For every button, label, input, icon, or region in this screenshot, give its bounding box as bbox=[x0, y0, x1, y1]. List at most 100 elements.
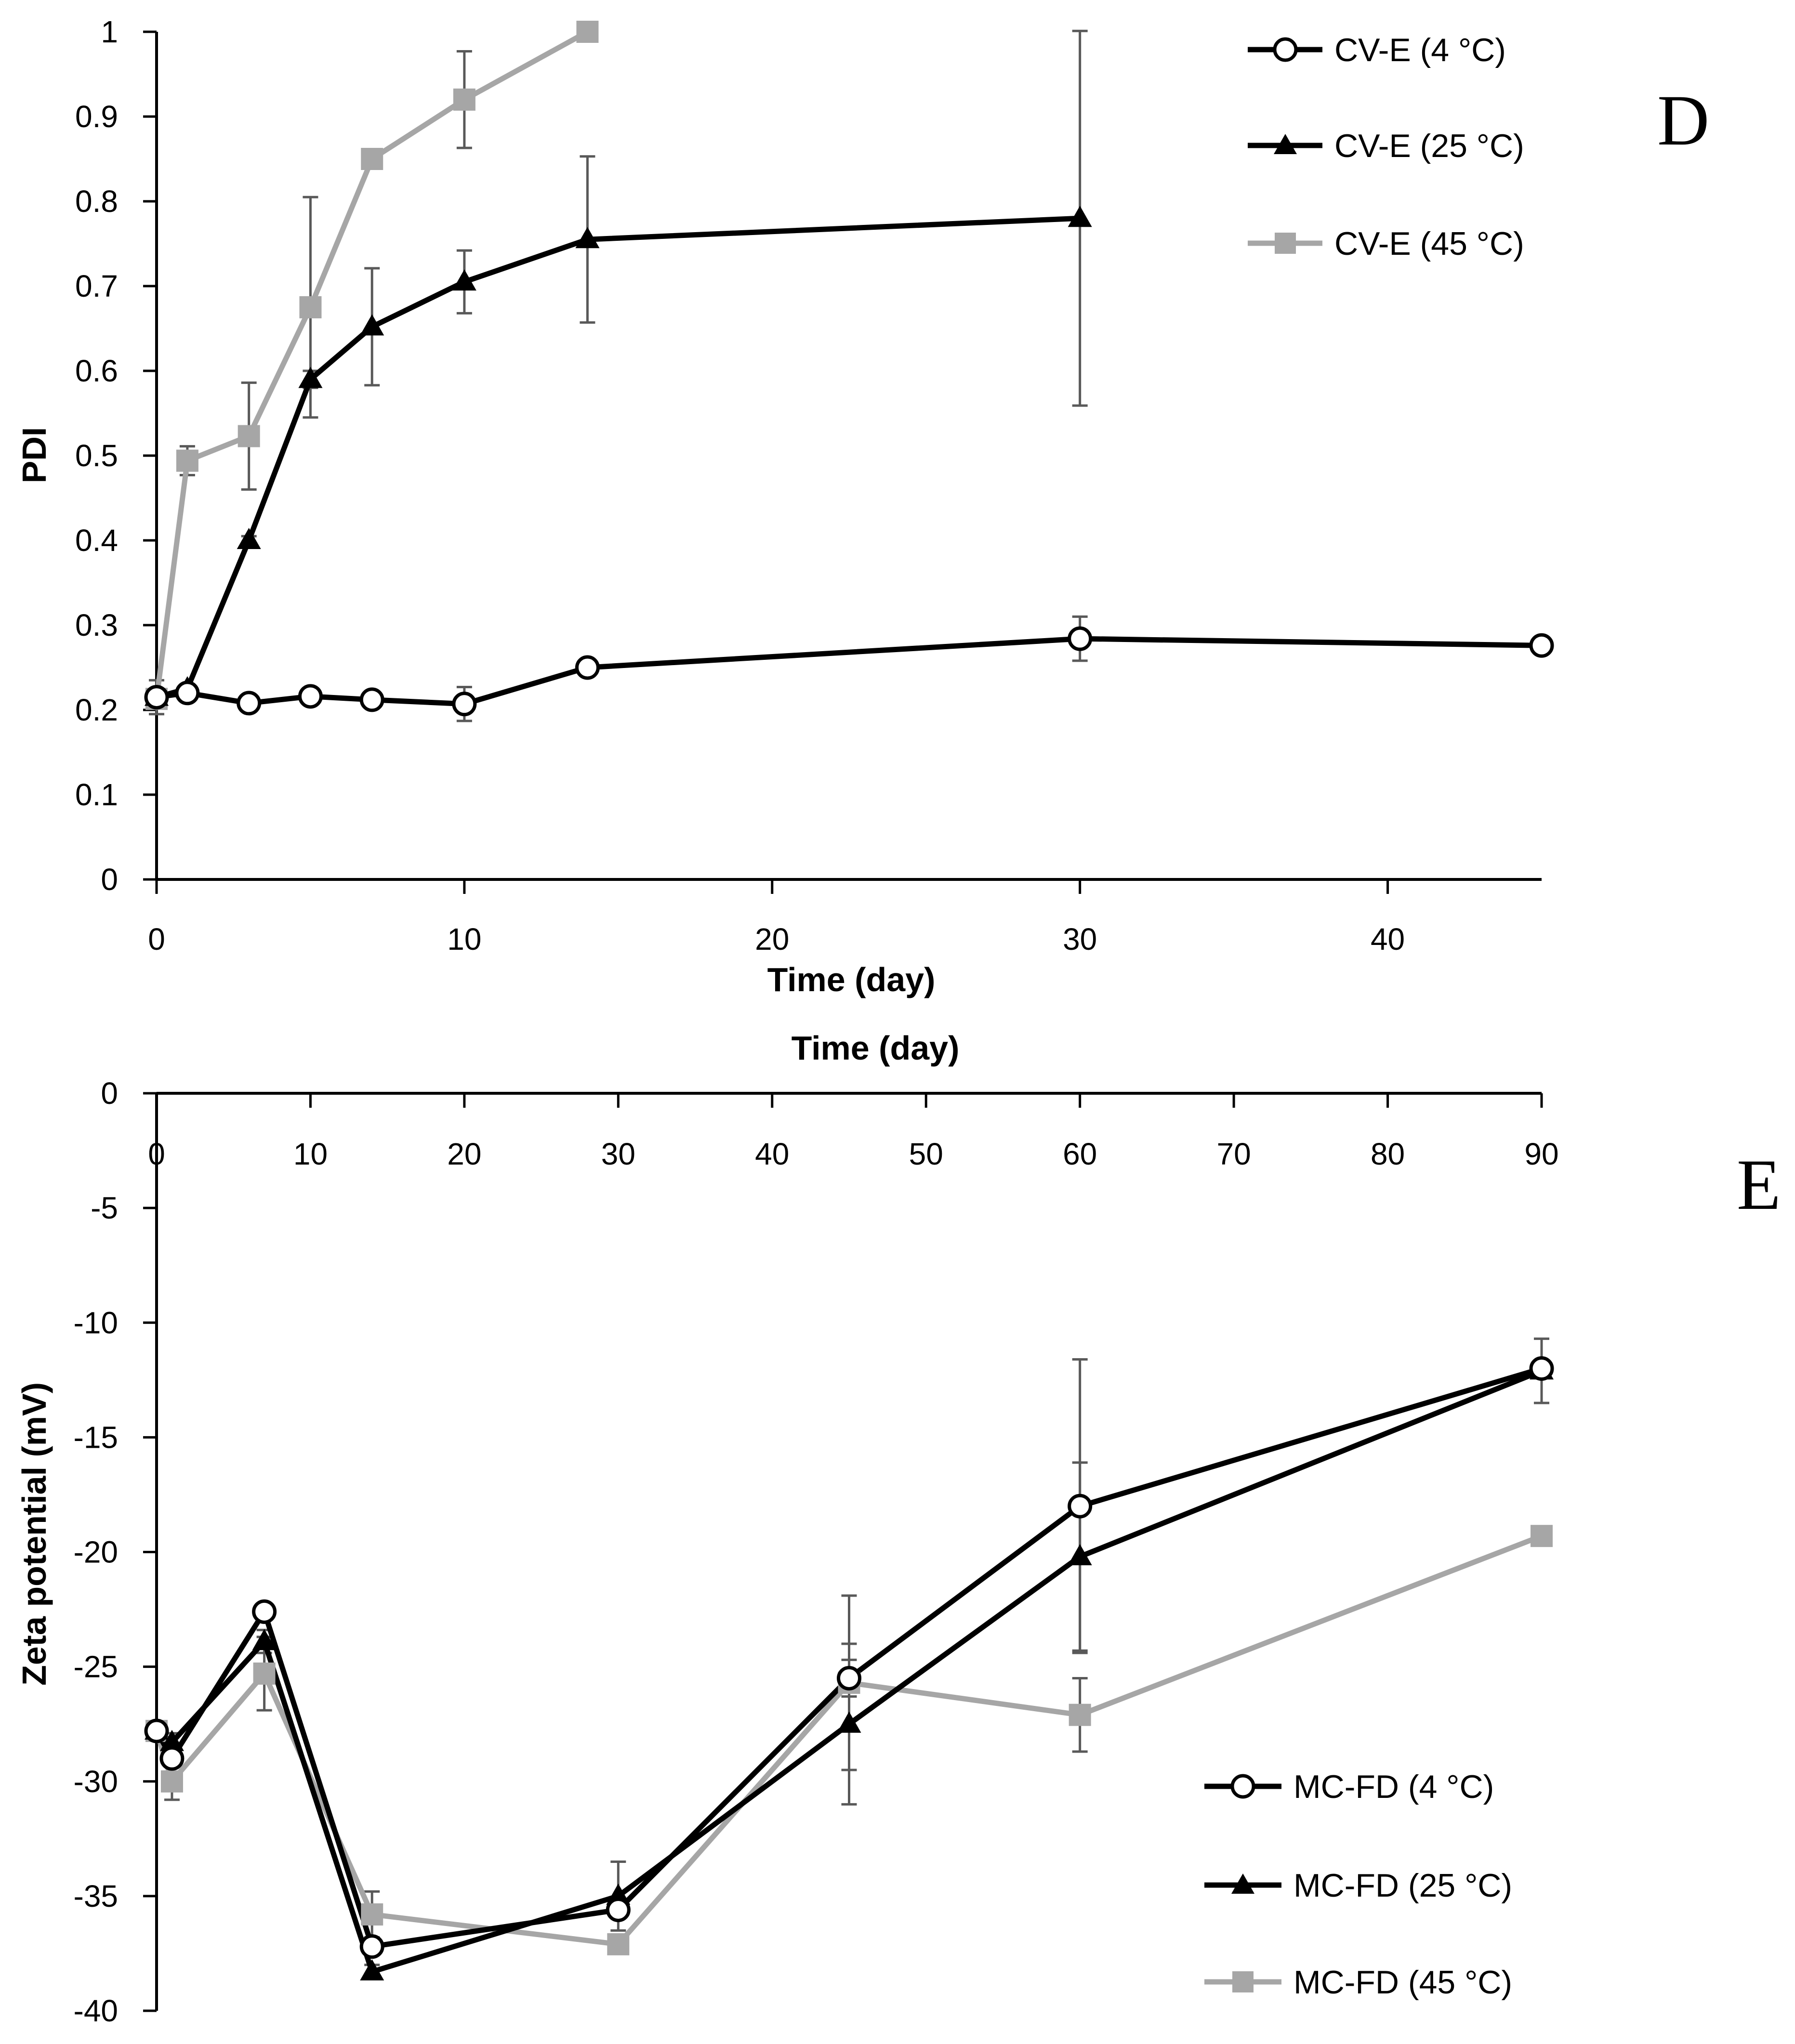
e-y-tick-label: -15 bbox=[74, 1420, 119, 1454]
d-y-axis-title: PDI bbox=[15, 427, 53, 484]
d-data-point bbox=[575, 655, 600, 680]
d-y-tick-label: 0.4 bbox=[75, 523, 118, 558]
d-legend-entry-25c: CV-E (25 °C) bbox=[1248, 128, 1524, 164]
d-legend-label: CV-E (45 °C) bbox=[1334, 225, 1524, 262]
e-legend-marker-circle bbox=[1230, 1774, 1255, 1799]
e-x-tick-label: 30 bbox=[601, 1137, 635, 1171]
d-legend-marker-square bbox=[1275, 233, 1296, 254]
d-x-tick-label: 0 bbox=[148, 922, 165, 956]
e-data-point bbox=[1069, 1703, 1091, 1726]
d-x-tick-label: 20 bbox=[755, 922, 789, 956]
e-y-tick-label: -10 bbox=[74, 1305, 119, 1340]
e-data-point bbox=[1529, 1356, 1554, 1381]
e-legend-entry-25c: MC-FD (25 °C) bbox=[1204, 1867, 1512, 1904]
d-legend: CV-E (4 °C) CV-E (25 °C) CV-E (45 °C) bbox=[1248, 32, 1524, 262]
d-y-axis-ticks: 0 0.1 0.2 0.3 0.4 0.5 0.6 0.7 0.8 0.9 1 bbox=[75, 14, 157, 897]
e-legend-label: MC-FD (25 °C) bbox=[1293, 1867, 1512, 1904]
e-legend-marker-square bbox=[1232, 1971, 1254, 1992]
d-x-tick-label: 40 bbox=[1371, 922, 1405, 956]
d-y-tick-label: 0.7 bbox=[75, 269, 118, 303]
e-x-tick-label: 40 bbox=[755, 1137, 789, 1171]
d-data-point bbox=[453, 88, 475, 111]
e-x-tick-label: 90 bbox=[1524, 1137, 1558, 1171]
d-legend-entry-4c: CV-E (4 °C) bbox=[1248, 32, 1506, 68]
e-y-axis-ticks: 0 -5 -10 -15 -20 -25 -30 -35 -40 bbox=[74, 1076, 157, 2028]
e-data-point bbox=[253, 1662, 276, 1685]
e-y-tick-label: -25 bbox=[74, 1650, 119, 1684]
d-y-tick-label: 0.8 bbox=[75, 184, 118, 219]
d-data-point bbox=[175, 681, 200, 706]
e-series-line-0 bbox=[154, 1366, 1543, 1950]
d-data-point bbox=[1068, 626, 1093, 651]
d-y-tick-label: 1 bbox=[101, 14, 118, 49]
d-legend-label: CV-E (4 °C) bbox=[1334, 32, 1506, 68]
e-data-point bbox=[607, 1933, 630, 1955]
e-data-point bbox=[1068, 1494, 1093, 1519]
e-y-tick-label: -30 bbox=[74, 1764, 119, 1799]
e-data-point bbox=[837, 1665, 861, 1690]
d-data-point bbox=[299, 296, 322, 318]
d-series-markers-0 bbox=[144, 626, 1554, 717]
d-x-tick-label: 30 bbox=[1063, 922, 1097, 956]
e-x-tick-label: 60 bbox=[1063, 1137, 1097, 1171]
e-x-tick-label: 20 bbox=[447, 1137, 481, 1171]
d-data-point bbox=[298, 684, 323, 709]
d-data-point bbox=[1529, 633, 1554, 658]
d-y-tick-label: 0.5 bbox=[75, 438, 118, 473]
e-x-axis-title: Time (day) bbox=[792, 1029, 960, 1067]
d-y-tick-label: 0.3 bbox=[75, 608, 118, 642]
d-data-point bbox=[575, 227, 600, 249]
d-legend-marker-triangle bbox=[1274, 134, 1297, 154]
e-data-point bbox=[606, 1897, 631, 1922]
d-data-point bbox=[360, 314, 384, 336]
d-y-tick-label: 0.2 bbox=[75, 693, 118, 727]
e-data-point bbox=[361, 1903, 383, 1926]
e-legend-label: MC-FD (4 °C) bbox=[1293, 1769, 1494, 1805]
e-data-point bbox=[159, 1746, 185, 1771]
d-y-tick-label: 0 bbox=[101, 862, 118, 897]
d-data-point bbox=[298, 367, 323, 388]
d-series-line-1 bbox=[156, 215, 1080, 700]
d-x-axis-ticks: 0 10 20 30 40 bbox=[148, 879, 1405, 956]
d-series-markers-1 bbox=[145, 206, 1092, 706]
d-data-point bbox=[576, 21, 599, 43]
d-data-point bbox=[361, 148, 383, 170]
d-series-group bbox=[144, 21, 1554, 722]
e-legend-entry-45c: MC-FD (45 °C) bbox=[1204, 1964, 1512, 2001]
d-data-point bbox=[238, 425, 260, 447]
e-panel-letter: E bbox=[1737, 1145, 1781, 1225]
e-x-tick-label: 50 bbox=[909, 1137, 943, 1171]
d-y-tick-label: 0.1 bbox=[75, 777, 118, 812]
e-data-point bbox=[159, 1730, 184, 1751]
d-data-point bbox=[176, 449, 198, 472]
d-data-point bbox=[359, 687, 384, 712]
e-y-tick-label: -40 bbox=[74, 1993, 119, 2028]
d-data-point bbox=[1068, 206, 1092, 227]
e-series-markers-0 bbox=[144, 1356, 1554, 1959]
d-data-point bbox=[144, 685, 169, 710]
e-data-point bbox=[359, 1934, 384, 1959]
e-series-group bbox=[144, 1337, 1554, 1981]
d-panel-letter: D bbox=[1657, 80, 1709, 160]
e-data-point bbox=[160, 1770, 183, 1793]
e-data-point bbox=[252, 1599, 277, 1624]
d-y-tick-label: 0.9 bbox=[75, 99, 118, 134]
d-x-axis-title: Time (day) bbox=[767, 961, 936, 998]
e-legend-marker-triangle bbox=[1231, 1874, 1254, 1894]
e-series-line-1 bbox=[155, 1368, 1543, 1975]
d-data-point bbox=[237, 528, 261, 549]
d-data-point bbox=[452, 692, 477, 717]
e-legend-label: MC-FD (45 °C) bbox=[1293, 1964, 1512, 2001]
e-legend: MC-FD (4 °C) MC-FD (25 °C) MC-FD (45 °C) bbox=[1204, 1769, 1512, 2001]
e-y-tick-label: 0 bbox=[101, 1076, 118, 1111]
d-y-tick-label: 0.6 bbox=[75, 354, 118, 388]
e-y-tick-label: -20 bbox=[74, 1535, 119, 1570]
e-y-tick-label: -35 bbox=[74, 1879, 119, 1913]
panel-e-zeta-chart: 0 -5 -10 -15 -20 -25 -30 -35 -40 0 10 20 30 40 50 60 70… bbox=[15, 1029, 1781, 2028]
d-data-point bbox=[237, 691, 262, 716]
d-data-point bbox=[452, 269, 476, 291]
e-data-point bbox=[144, 1718, 169, 1743]
d-legend-entry-45c: CV-E (45 °C) bbox=[1248, 225, 1524, 262]
e-x-tick-label: 80 bbox=[1371, 1137, 1405, 1171]
